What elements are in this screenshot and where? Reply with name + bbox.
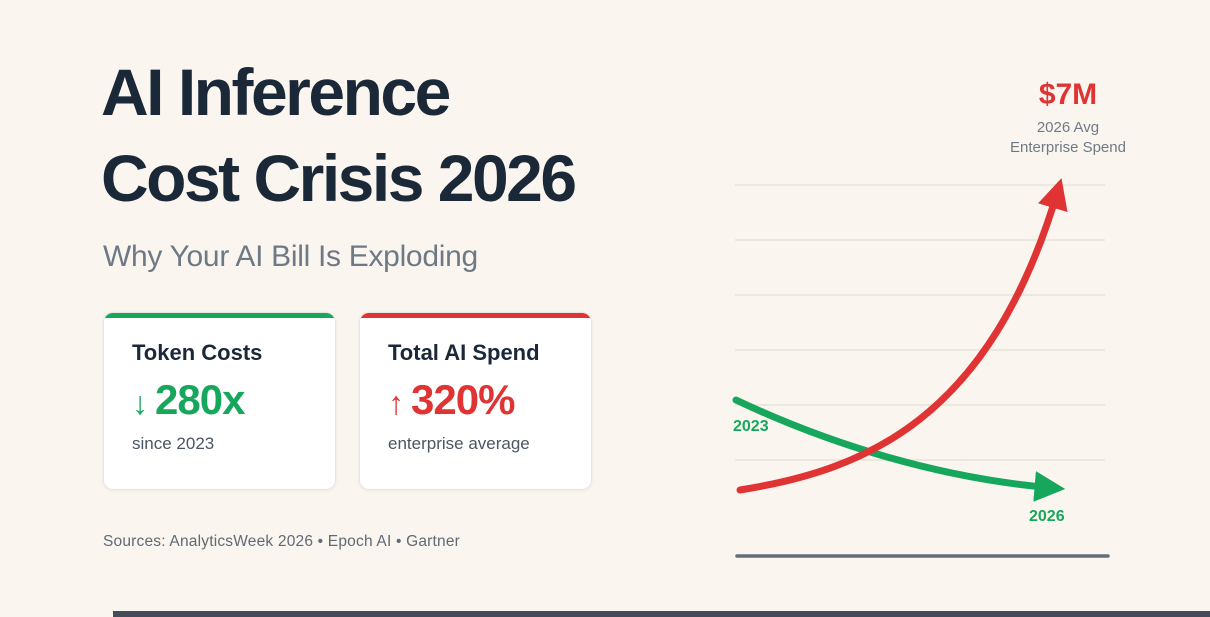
page-title: AI Inference Cost Crisis 2026 [101,50,577,222]
card-value: 280x [155,376,245,423]
page-title-line2: Cost Crisis 2026 [101,140,577,215]
page-subtitle: Why Your AI Bill Is Exploding [103,240,478,273]
stat-cards: Token Costs ↓ 280x since 2023 Total AI S… [103,312,592,490]
sources-text: Sources: AnalyticsWeek 2026 • Epoch AI •… [103,533,461,550]
card-sublabel: since 2023 [132,434,215,453]
card-title: Token Costs [132,340,263,365]
down-arrow-icon: ↓ [132,385,148,421]
start-year-label: 2023 [733,418,769,435]
token-costs-line [732,396,1066,502]
trend-chart: $7M 2026 Avg Enterprise Spend 2023 2026 [705,50,1165,595]
card-value: 320% [411,376,515,423]
stat-card-token-costs: Token Costs ↓ 280x since 2023 [103,312,336,490]
stat-card-total-ai-spend: Total AI Spend ↑ 320% enterprise average [359,312,592,490]
up-arrow-icon: ↑ [388,385,404,421]
card-accent-bar-green [104,313,335,318]
ai-spend-line [736,178,1068,494]
annotation-value: $7M [1038,78,1098,111]
annotation-sublabel: 2026 Avg Enterprise Spend [1010,119,1126,157]
trend-chart-canvas [732,178,1110,558]
card-accent-bar-red [360,313,591,318]
page-title-line1: AI Inference [101,55,451,129]
card-sublabel: enterprise average [388,434,530,453]
end-year-label: 2026 [1029,508,1065,525]
card-title: Total AI Spend [388,340,540,365]
bottom-divider-bar [113,611,1210,617]
chart-annotation: $7M 2026 Avg Enterprise Spend [983,78,1153,159]
